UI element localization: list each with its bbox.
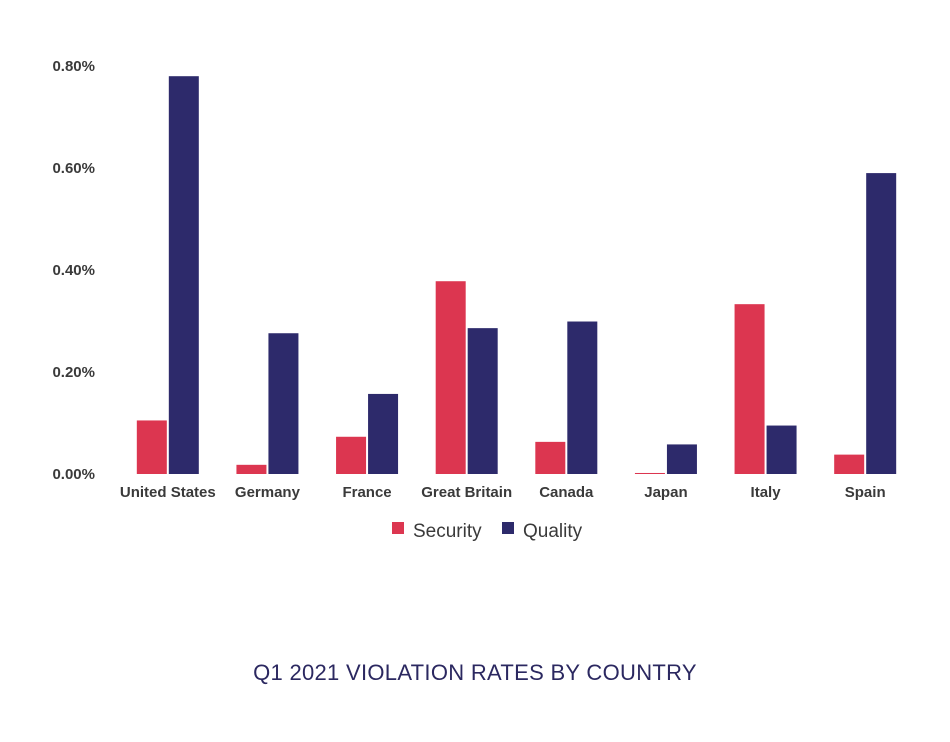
legend-label-security: Security: [413, 521, 482, 542]
legend-swatch-security: [392, 522, 404, 534]
x-category-label: Spain: [845, 484, 886, 501]
y-tick-label: 0.80%: [52, 58, 95, 75]
y-tick-label: 0.00%: [52, 466, 95, 483]
legend-swatch-quality: [502, 522, 514, 534]
y-tick-label: 0.60%: [52, 160, 95, 177]
legend-label-quality: Quality: [523, 521, 583, 542]
x-category-label: Great Britain: [421, 484, 512, 501]
bar-quality-italy: [766, 425, 797, 474]
bar-security-germany: [236, 464, 267, 474]
y-tick-label: 0.20%: [52, 364, 95, 381]
x-axis: United States Germany France Great Britain C…: [120, 484, 886, 501]
bar-quality-canada: [567, 321, 598, 474]
bar-quality-japan: [666, 444, 697, 474]
chart-caption: Q1 2021 VIOLATION RATES BY COUNTRY: [253, 660, 697, 685]
bar-quality-france: [368, 393, 399, 474]
bars: [136, 76, 897, 474]
bar-security-great-britain: [435, 281, 466, 474]
y-axis: 0.00% 0.20% 0.40% 0.60% 0.80%: [52, 58, 95, 483]
x-category-label: Japan: [644, 484, 687, 501]
x-category-label: France: [342, 484, 391, 501]
x-category-label: Italy: [751, 484, 782, 501]
x-category-label: United States: [120, 484, 216, 501]
bar-quality-spain: [866, 173, 897, 474]
x-category-label: Germany: [235, 484, 301, 501]
bar-quality-great-britain: [467, 328, 498, 474]
bar-security-united-states: [136, 420, 167, 474]
y-tick-label: 0.40%: [52, 262, 95, 279]
bar-security-canada: [535, 441, 566, 474]
bar-security-japan: [634, 472, 665, 474]
bar-quality-united-states: [168, 76, 199, 474]
bar-security-france: [336, 436, 367, 474]
x-category-label: Canada: [539, 484, 594, 501]
bar-quality-germany: [268, 333, 299, 474]
bar-security-spain: [834, 454, 865, 474]
bar-security-italy: [734, 304, 765, 474]
legend: Security Quality: [392, 521, 583, 542]
